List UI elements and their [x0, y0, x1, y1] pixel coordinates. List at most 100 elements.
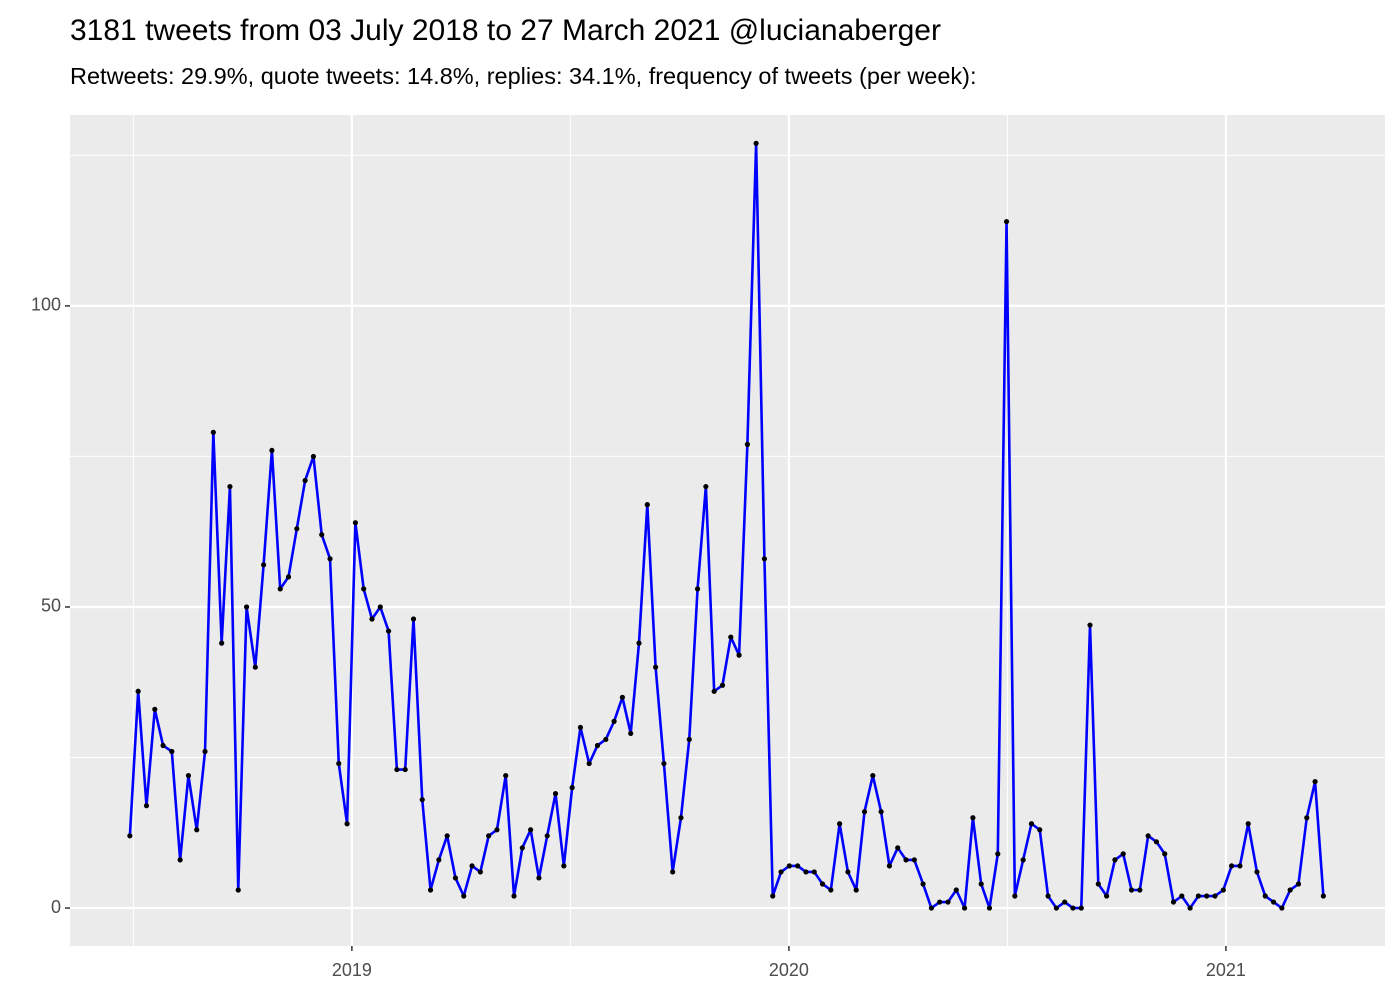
data-point: [1212, 893, 1218, 899]
data-point: [586, 760, 592, 767]
data-point: [369, 616, 375, 622]
data-point: [1003, 218, 1010, 225]
data-point: [544, 833, 550, 839]
data-point: [619, 694, 625, 700]
data-point: [252, 664, 258, 670]
data-point: [937, 899, 943, 905]
data-point: [169, 748, 175, 755]
data-point: [210, 429, 216, 435]
data-point: [1187, 905, 1193, 911]
data-point: [636, 640, 642, 646]
data-point: [285, 574, 292, 580]
data-point: [970, 815, 976, 821]
data-point: [736, 652, 742, 658]
data-point: [394, 766, 400, 773]
data-point: [836, 821, 843, 827]
data-point: [152, 706, 158, 712]
data-point: [728, 634, 734, 640]
data-point: [243, 604, 250, 610]
data-point: [678, 815, 684, 821]
data-point: [469, 863, 475, 869]
data-point: [511, 893, 517, 899]
data-point: [628, 730, 634, 737]
data-point: [719, 682, 726, 688]
x-tick-label: 2019: [332, 960, 372, 980]
data-point: [770, 893, 776, 899]
data-point: [519, 845, 525, 851]
data-point: [577, 724, 584, 731]
data-point: [477, 869, 483, 875]
data-point: [319, 532, 325, 538]
data-point: [1078, 905, 1084, 911]
data-point: [1304, 815, 1310, 821]
data-point: [436, 857, 442, 863]
data-point: [1279, 905, 1285, 911]
data-point: [561, 863, 567, 869]
data-point: [486, 833, 492, 839]
data-point: [886, 863, 893, 869]
data-point: [227, 483, 233, 490]
data-point: [344, 821, 350, 827]
data-point: [143, 803, 150, 809]
data-point: [302, 477, 308, 484]
data-point: [1145, 833, 1151, 839]
data-point: [494, 827, 500, 833]
data-point: [920, 881, 926, 887]
data-point: [261, 562, 267, 568]
data-point: [1195, 893, 1201, 899]
data-point: [1179, 893, 1185, 899]
data-point: [953, 887, 959, 893]
y-tick-label: 50: [41, 596, 61, 616]
data-point: [160, 742, 166, 749]
data-point: [1104, 893, 1110, 899]
data-point: [903, 857, 909, 863]
data-point: [819, 881, 826, 887]
data-point: [1320, 893, 1326, 899]
data-point: [503, 772, 509, 779]
data-point: [277, 586, 283, 592]
data-point: [569, 785, 575, 791]
data-point: [1270, 899, 1277, 905]
data-point: [786, 863, 792, 869]
data-point: [1087, 622, 1093, 628]
data-point: [1120, 851, 1126, 857]
data-point: [703, 483, 709, 490]
data-point: [1012, 893, 1018, 899]
data-point: [653, 664, 659, 670]
data-point: [1220, 887, 1226, 893]
data-point: [361, 586, 367, 592]
data-point: [1028, 821, 1035, 827]
data-point: [945, 899, 951, 905]
data-point: [1162, 851, 1168, 857]
data-point: [594, 742, 601, 749]
data-point: [694, 586, 701, 592]
data-point: [1204, 893, 1210, 899]
data-point: [552, 791, 559, 797]
data-point: [711, 688, 717, 694]
data-point: [452, 875, 459, 881]
data-point: [202, 748, 208, 755]
data-point: [1254, 869, 1260, 875]
data-point: [269, 447, 275, 454]
data-point: [294, 526, 300, 532]
data-point: [1037, 827, 1043, 833]
data-point: [461, 893, 467, 899]
data-point: [1153, 839, 1160, 845]
x-tick-label: 2021: [1206, 960, 1246, 980]
data-point: [1128, 887, 1135, 893]
plot-background: [70, 115, 1385, 946]
data-point: [127, 833, 133, 839]
data-point: [1137, 887, 1143, 893]
data-point: [845, 869, 851, 875]
data-point: [753, 140, 759, 146]
data-point: [928, 905, 934, 911]
data-point: [1287, 887, 1293, 893]
data-point: [670, 869, 676, 875]
data-point: [385, 628, 392, 634]
data-point: [1045, 893, 1051, 899]
data-point: [219, 640, 225, 646]
data-point: [528, 827, 534, 833]
data-point: [310, 453, 317, 460]
data-point: [1112, 857, 1118, 863]
